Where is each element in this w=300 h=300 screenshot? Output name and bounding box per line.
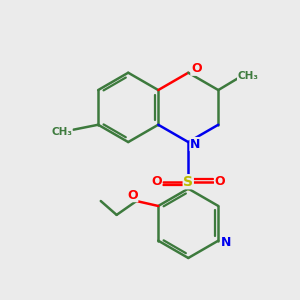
Text: O: O xyxy=(215,175,225,188)
Text: N: N xyxy=(190,138,200,151)
Text: CH₃: CH₃ xyxy=(51,127,72,137)
Text: O: O xyxy=(127,189,138,202)
Text: CH₃: CH₃ xyxy=(238,71,259,81)
Text: S: S xyxy=(183,175,193,189)
Text: O: O xyxy=(191,62,202,75)
Text: O: O xyxy=(151,175,162,188)
Text: N: N xyxy=(221,236,231,249)
